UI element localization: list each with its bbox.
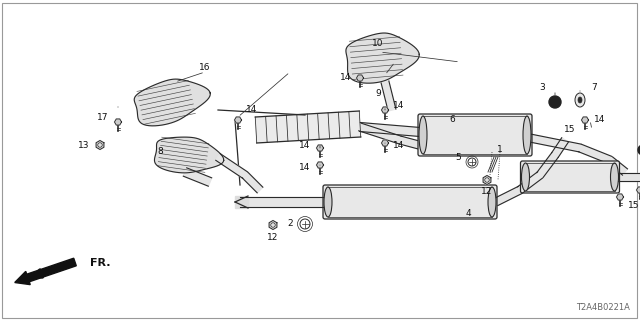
Polygon shape	[552, 138, 568, 157]
Polygon shape	[269, 220, 277, 229]
Polygon shape	[234, 117, 241, 123]
Polygon shape	[399, 136, 431, 152]
Polygon shape	[616, 194, 623, 200]
Polygon shape	[607, 157, 627, 175]
Text: 14: 14	[300, 141, 310, 150]
Circle shape	[638, 145, 640, 155]
Text: 2: 2	[287, 220, 293, 228]
Text: 14: 14	[394, 141, 404, 150]
Polygon shape	[96, 140, 104, 149]
Polygon shape	[579, 144, 611, 164]
Polygon shape	[518, 172, 543, 193]
Text: T2A4B0221A: T2A4B0221A	[576, 303, 630, 312]
Polygon shape	[617, 173, 640, 181]
Text: 7: 7	[591, 84, 597, 92]
Polygon shape	[381, 107, 388, 113]
Text: 17: 17	[97, 114, 109, 123]
Polygon shape	[537, 153, 558, 177]
Ellipse shape	[575, 93, 585, 107]
Polygon shape	[216, 154, 247, 178]
Polygon shape	[242, 172, 263, 193]
Text: 10: 10	[372, 38, 384, 47]
Polygon shape	[235, 196, 248, 208]
Polygon shape	[154, 137, 224, 173]
Polygon shape	[255, 111, 361, 143]
Ellipse shape	[523, 116, 531, 154]
Text: 1: 1	[497, 146, 503, 155]
Polygon shape	[317, 162, 323, 168]
Text: 14: 14	[340, 74, 352, 83]
Text: 14: 14	[595, 116, 605, 124]
Circle shape	[549, 96, 561, 108]
Polygon shape	[346, 33, 419, 83]
Polygon shape	[356, 75, 364, 81]
Polygon shape	[134, 79, 210, 126]
Polygon shape	[529, 134, 580, 152]
Ellipse shape	[578, 97, 582, 103]
Text: 15: 15	[628, 201, 640, 210]
Text: 3: 3	[539, 84, 545, 92]
Polygon shape	[317, 145, 323, 151]
Text: 8: 8	[157, 148, 163, 156]
Text: 14: 14	[300, 164, 310, 172]
Polygon shape	[494, 187, 522, 205]
Polygon shape	[360, 123, 420, 137]
Ellipse shape	[324, 187, 332, 217]
Text: 14: 14	[246, 106, 258, 115]
Ellipse shape	[522, 163, 529, 191]
FancyBboxPatch shape	[520, 161, 620, 193]
FancyBboxPatch shape	[418, 114, 532, 156]
FancyArrow shape	[15, 258, 76, 284]
Ellipse shape	[488, 187, 496, 217]
FancyBboxPatch shape	[323, 185, 497, 219]
Text: 12: 12	[268, 234, 278, 243]
Text: 6: 6	[449, 116, 455, 124]
Text: 13: 13	[78, 140, 90, 149]
Text: 5: 5	[455, 154, 461, 163]
Polygon shape	[359, 123, 401, 144]
Polygon shape	[381, 81, 396, 111]
Polygon shape	[381, 140, 388, 146]
Text: FR.: FR.	[90, 258, 111, 268]
Ellipse shape	[419, 116, 427, 154]
Text: 14: 14	[394, 101, 404, 110]
Text: 4: 4	[465, 210, 471, 219]
Text: 16: 16	[199, 62, 211, 71]
Text: 9: 9	[375, 90, 381, 99]
Text: 15: 15	[564, 125, 576, 134]
Polygon shape	[240, 197, 325, 207]
Polygon shape	[183, 168, 212, 186]
Ellipse shape	[611, 163, 618, 191]
Polygon shape	[483, 175, 491, 185]
Polygon shape	[637, 187, 640, 193]
Polygon shape	[115, 119, 122, 125]
Polygon shape	[582, 117, 589, 123]
Text: 12: 12	[481, 188, 493, 196]
